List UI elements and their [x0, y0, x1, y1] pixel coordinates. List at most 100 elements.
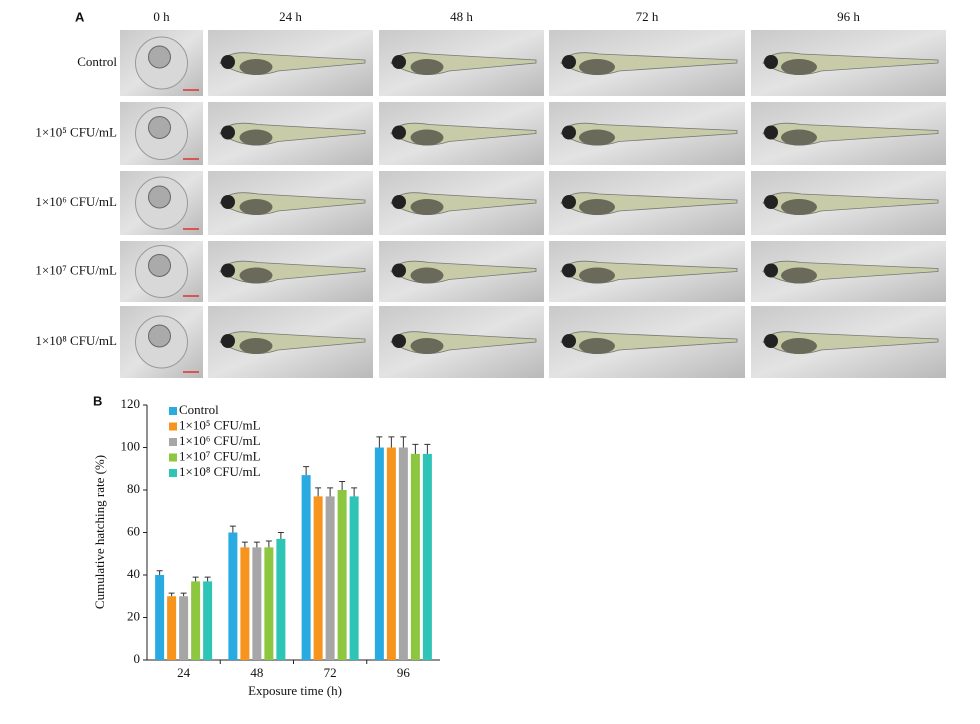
y-tick-label: 60 — [127, 523, 140, 538]
bar — [398, 447, 408, 660]
larva-yolk — [239, 267, 273, 284]
bar — [276, 538, 286, 660]
panel-label: B — [93, 393, 102, 408]
error-bar — [315, 487, 322, 497]
larva-yolk — [579, 338, 615, 354]
error-bar — [388, 436, 395, 448]
larva-yolk — [239, 338, 273, 354]
larva-eye — [764, 334, 778, 348]
error-bar — [192, 576, 199, 582]
larva-eye — [562, 263, 576, 278]
embryo-yolk — [148, 324, 171, 348]
embryo-yolk — [148, 254, 171, 277]
y-tick-label: 40 — [127, 566, 140, 581]
bar — [313, 496, 323, 660]
y-axis-label: Cumulative hatching rate (%) — [92, 455, 107, 609]
error-bar — [412, 443, 419, 454]
error-bar — [327, 487, 334, 497]
larva-yolk — [410, 129, 444, 146]
larva-eye — [221, 195, 235, 209]
larva-eye — [392, 195, 406, 209]
error-bar — [180, 592, 187, 597]
row-label: 1×10⁵ CFU/mL — [35, 124, 117, 139]
larva-eye — [562, 334, 576, 348]
larva-eye — [221, 263, 235, 278]
larva-yolk — [239, 199, 273, 215]
bar — [179, 596, 189, 660]
legend-swatch — [169, 422, 177, 431]
column-header: 72 h — [636, 9, 659, 24]
larva-eye — [221, 125, 235, 140]
larva-eye — [764, 263, 778, 278]
larva-eye — [764, 55, 778, 69]
larva-yolk — [410, 267, 444, 284]
larva-yolk — [781, 59, 817, 75]
error-bar — [376, 436, 383, 448]
larva-yolk — [410, 199, 444, 215]
larva-eye — [392, 125, 406, 140]
bar — [410, 453, 420, 660]
panel-label: A — [75, 9, 85, 24]
column-header: 0 h — [153, 9, 170, 24]
y-tick-label: 80 — [127, 481, 140, 496]
y-tick-label: 0 — [134, 651, 141, 666]
bar — [325, 496, 335, 660]
bar — [191, 581, 201, 660]
error-bar — [303, 466, 310, 476]
bar — [240, 547, 250, 660]
embryo-yolk — [148, 116, 171, 139]
row-label: 1×10⁶ CFU/mL — [35, 194, 117, 209]
error-bar — [424, 443, 431, 454]
larva-yolk — [781, 199, 817, 215]
bar — [228, 532, 238, 660]
error-bar — [351, 487, 358, 497]
error-bar — [277, 532, 284, 539]
column-header: 96 h — [837, 9, 860, 24]
embryo-yolk — [148, 185, 171, 209]
error-bar — [253, 541, 260, 548]
bar — [203, 581, 213, 660]
legend-swatch — [169, 438, 177, 446]
larva-yolk — [579, 59, 615, 75]
larva-eye — [392, 334, 406, 348]
x-tick-label: 48 — [250, 665, 263, 680]
error-bar — [229, 525, 236, 533]
bar — [167, 596, 177, 660]
row-label: 1×10⁸ CFU/mL — [35, 333, 117, 348]
legend-label: 1×10⁷ CFU/mL — [179, 448, 261, 463]
row-label: 1×10⁷ CFU/mL — [35, 262, 117, 277]
x-axis-label: Exposure time (h) — [248, 683, 342, 698]
bar — [252, 547, 262, 660]
larva-eye — [764, 125, 778, 140]
larva-eye — [221, 55, 235, 69]
larva-eye — [562, 125, 576, 140]
row-label: Control — [77, 54, 117, 69]
larva-yolk — [410, 59, 444, 75]
legend-swatch — [169, 453, 177, 462]
error-bar — [168, 592, 175, 597]
bar — [337, 490, 347, 660]
bar — [155, 575, 165, 660]
bar — [386, 447, 396, 660]
legend-label: Control — [179, 402, 219, 417]
x-tick-label: 96 — [397, 665, 411, 680]
x-tick-label: 24 — [177, 665, 191, 680]
y-tick-label: 120 — [121, 396, 141, 411]
column-header: 48 h — [450, 9, 473, 24]
legend-label: 1×10⁸ CFU/mL — [179, 464, 261, 479]
legend-label: 1×10⁵ CFU/mL — [179, 417, 261, 432]
y-tick-label: 20 — [127, 608, 140, 623]
larva-eye — [392, 55, 406, 69]
larva-yolk — [579, 267, 615, 284]
embryo-yolk — [148, 45, 171, 69]
larva-yolk — [781, 338, 817, 354]
error-bar — [156, 570, 163, 575]
error-bar — [204, 576, 211, 582]
larva-eye — [392, 263, 406, 278]
bar — [264, 547, 274, 660]
larva-yolk — [410, 338, 444, 354]
y-tick-label: 100 — [121, 438, 141, 453]
error-bar — [265, 540, 272, 548]
larva-eye — [562, 55, 576, 69]
